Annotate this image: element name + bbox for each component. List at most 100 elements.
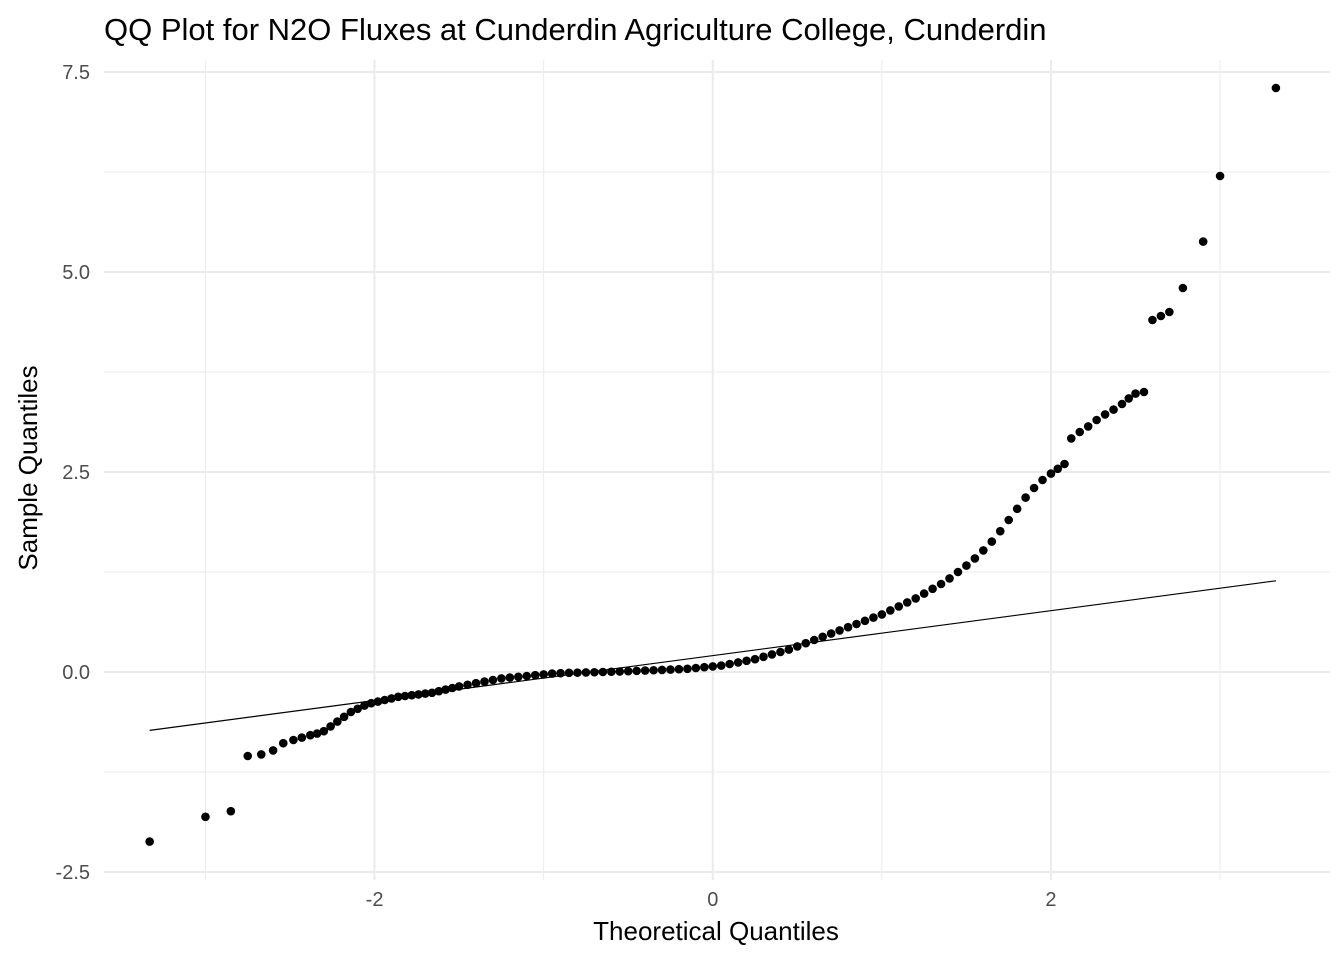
data-point (1178, 283, 1188, 293)
data-point (640, 666, 650, 675)
data-point (1066, 434, 1076, 443)
data-point (902, 598, 912, 607)
data-point (289, 735, 298, 745)
data-point (564, 668, 574, 678)
data-point (894, 602, 904, 611)
data-point (427, 688, 437, 698)
data-point (666, 665, 675, 674)
reference-line-group (149, 580, 1276, 731)
data-point (243, 751, 253, 761)
data-point (312, 729, 322, 738)
data-point (420, 689, 430, 698)
data-point (1124, 394, 1134, 403)
x-axis-title: Theoretical Quantiles (593, 916, 839, 946)
data-point (776, 647, 785, 657)
y-tick-label: -2.5 (56, 862, 90, 884)
data-point (607, 667, 616, 677)
data-point (1215, 171, 1225, 181)
data-point (793, 642, 802, 651)
data-point (1038, 475, 1047, 485)
data-point (1165, 307, 1174, 317)
data-point (373, 697, 383, 706)
x-tick-labels: -2 0 2 (366, 889, 1057, 911)
data-point (674, 664, 684, 674)
y-tick-label: 0.0 (62, 662, 90, 684)
data-point (1092, 415, 1101, 425)
data-point (725, 659, 734, 669)
data-point (226, 806, 236, 816)
data-point (1109, 405, 1118, 414)
data-point (759, 652, 768, 662)
data-point (1156, 311, 1166, 321)
y-tick-label: 5.0 (62, 262, 90, 284)
data-point (742, 656, 751, 666)
data-point (434, 686, 444, 696)
data-point (463, 680, 472, 690)
data-point (522, 671, 532, 681)
data-point (201, 812, 210, 822)
data-point (353, 704, 362, 714)
data-point (268, 746, 278, 755)
data-point (953, 567, 963, 577)
data-point (945, 574, 954, 583)
data-point (414, 690, 423, 699)
data-point (623, 666, 633, 676)
data-point (1100, 410, 1110, 419)
reference-line (149, 580, 1276, 731)
data-point (632, 666, 641, 676)
data-point (784, 645, 794, 654)
x-tick-label: -2 (366, 889, 384, 911)
data-point (919, 589, 929, 598)
data-point (514, 672, 523, 682)
data-point (1139, 387, 1149, 397)
data-point (657, 665, 667, 675)
data-point (539, 670, 548, 679)
data-point (387, 694, 396, 703)
data-point (333, 717, 342, 726)
data-point (393, 692, 403, 702)
data-point (1021, 493, 1030, 502)
data-point (319, 726, 329, 736)
data-point (928, 584, 937, 594)
data-point (448, 683, 457, 693)
y-tick-label: 2.5 (62, 462, 90, 484)
y-tick-labels: -2.5 0.0 2.5 5.0 7.5 (56, 62, 90, 884)
data-point (691, 663, 701, 673)
data-point (590, 667, 599, 677)
data-point (1271, 83, 1281, 93)
data-point (767, 650, 777, 659)
data-point (1117, 399, 1127, 409)
data-point (809, 635, 819, 645)
data-point (505, 673, 515, 682)
data-point (556, 668, 565, 678)
data-point (877, 610, 887, 619)
data-point (886, 606, 895, 615)
data-point (480, 677, 489, 686)
data-point (380, 695, 390, 705)
data-point (835, 626, 844, 635)
data-point (145, 837, 154, 846)
chart-title: QQ Plot for N2O Fluxes at Cunderdin Agri… (104, 12, 1047, 47)
data-point (979, 546, 988, 555)
data-point (1046, 469, 1056, 478)
data-point (497, 674, 506, 683)
data-point (346, 707, 356, 717)
data-point (1131, 389, 1140, 398)
data-point (962, 561, 971, 570)
y-tick-label: 7.5 (62, 62, 90, 84)
data-point (454, 682, 464, 691)
data-point (297, 733, 307, 742)
data-point (733, 658, 743, 667)
data-point (700, 662, 709, 672)
data-point (708, 662, 718, 671)
data-point (326, 722, 335, 731)
data-point (970, 554, 980, 563)
data-point (547, 669, 557, 678)
data-point (716, 661, 726, 670)
data-point (852, 619, 861, 629)
data-point (581, 668, 591, 677)
data-point (869, 613, 878, 622)
data-point (1148, 315, 1157, 325)
data-point (306, 730, 315, 740)
